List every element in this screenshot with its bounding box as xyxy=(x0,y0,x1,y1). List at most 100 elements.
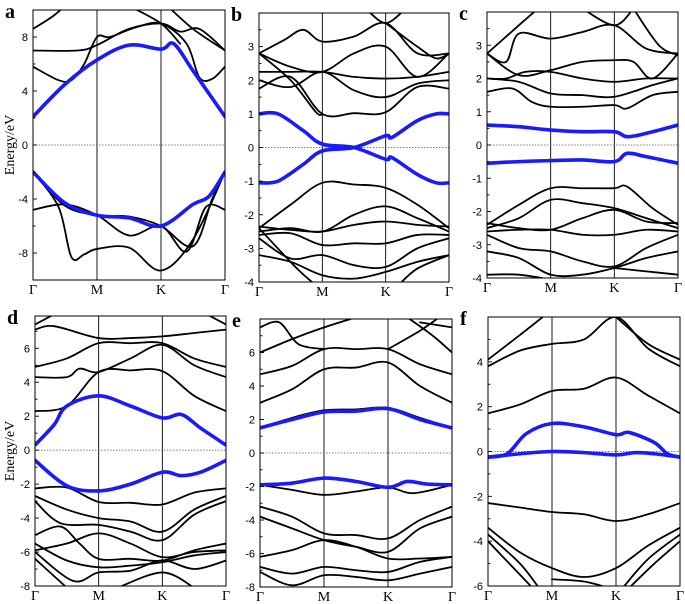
band-line xyxy=(259,231,449,247)
y-tick-label: 0 xyxy=(248,143,254,155)
band-line xyxy=(170,10,225,52)
band-line xyxy=(387,319,439,351)
y-tick-label: -6 xyxy=(20,547,30,559)
y-tick-label: 8 xyxy=(22,32,28,44)
x-tick-label-M: M xyxy=(91,283,104,298)
band-line xyxy=(33,10,62,30)
y-tick-label: -6 xyxy=(245,549,255,561)
band-line xyxy=(487,23,678,64)
y-tick-label: -4 xyxy=(18,194,28,206)
y-tick-label: 2 xyxy=(476,74,482,86)
band-line xyxy=(260,319,354,354)
y-tick-label: 3 xyxy=(248,42,254,54)
band-line xyxy=(260,347,452,376)
panel-label: b xyxy=(231,4,242,26)
band-line xyxy=(260,505,452,540)
band-line xyxy=(615,317,680,361)
panel-label: d xyxy=(7,307,18,329)
band-line xyxy=(487,250,678,278)
band-line xyxy=(35,542,226,569)
highlighted-band xyxy=(260,476,452,490)
panel-label: c xyxy=(459,3,468,25)
x-tick-label-K: K xyxy=(381,285,391,300)
band-line xyxy=(35,495,226,533)
y-tick-label: 2 xyxy=(24,411,30,423)
band-line xyxy=(487,12,536,55)
x-tick-label-Γ: Γ xyxy=(221,283,229,298)
band-line xyxy=(259,220,449,233)
panel-label: a xyxy=(5,1,15,23)
band-line xyxy=(634,12,678,57)
band-line xyxy=(488,533,539,586)
band-line xyxy=(35,557,67,586)
band-line xyxy=(119,571,194,586)
y-tick-label: -4 xyxy=(20,513,30,525)
y-tick-label: -8 xyxy=(18,248,28,260)
band-line xyxy=(259,21,449,57)
x-tick-label-M: M xyxy=(546,589,559,604)
band-line xyxy=(419,321,452,329)
y-tick-label: -1 xyxy=(244,176,254,188)
y-tick-label: -2 xyxy=(472,207,482,219)
band-line xyxy=(487,273,547,278)
x-tick-label-Γ: Γ xyxy=(676,589,684,604)
y-tick-label: 2 xyxy=(249,415,255,427)
y-tick-label: -1 xyxy=(472,173,482,185)
band-line xyxy=(208,316,226,326)
band-line xyxy=(488,502,680,522)
highlighted-band xyxy=(488,421,680,459)
y-tick-label: 4 xyxy=(22,86,28,98)
highlighted-band xyxy=(259,110,449,186)
band-line xyxy=(259,180,449,230)
band-line xyxy=(259,44,449,78)
panel-b: -4 -3 -2 -1 0 1 2 3 Γ M K Γb xyxy=(231,4,453,300)
y-tick-label: -8 xyxy=(20,581,30,593)
highlighted-band xyxy=(487,151,678,166)
band-line xyxy=(487,77,678,99)
x-tick-label-Γ: Γ xyxy=(483,281,491,296)
y-tick-label: 6 xyxy=(24,343,30,355)
band-line xyxy=(487,198,678,230)
band-line xyxy=(260,566,452,587)
panel-a: -8 -4 0 4 8 Γ M K Γa Energy/eV xyxy=(3,1,229,298)
band-line xyxy=(488,376,680,415)
band-line xyxy=(259,237,449,269)
y-tick-label: 4 xyxy=(477,357,483,369)
band-line xyxy=(35,325,226,340)
band-line xyxy=(488,526,680,578)
band-line xyxy=(35,532,226,559)
x-tick-label-M: M xyxy=(316,285,329,300)
band-line xyxy=(260,483,452,496)
y-axis-label: Energy/eV xyxy=(3,115,18,175)
band-line xyxy=(33,171,225,272)
band-line xyxy=(259,52,324,117)
panel-e: -8 -6 -4 -2 0 2 4 6 Γ M K Γe xyxy=(232,310,456,604)
x-tick-label-Γ: Γ xyxy=(484,589,492,604)
band-line xyxy=(623,533,680,586)
band-line xyxy=(487,208,678,232)
band-line xyxy=(35,316,53,326)
y-tick-label: 4 xyxy=(249,381,255,393)
panel-label: e xyxy=(232,310,241,332)
y-tick-label: -2 xyxy=(244,210,254,222)
band-line xyxy=(629,540,680,586)
y-tick-label: 4 xyxy=(24,377,30,389)
band-line xyxy=(259,205,449,233)
plot-frame xyxy=(34,315,227,587)
x-tick-label-Γ: Γ xyxy=(222,589,230,604)
band-line xyxy=(487,233,678,268)
x-tick-label-K: K xyxy=(609,281,619,296)
band-line xyxy=(488,317,680,368)
y-tick-label: -2 xyxy=(473,491,483,503)
band-line xyxy=(408,319,452,354)
panel-f: -6 -4 -2 0 2 4 Γ M K Γf xyxy=(460,308,684,604)
x-tick-label-Γ: Γ xyxy=(445,285,453,300)
band-line xyxy=(488,317,545,361)
y-tick-label: -4 xyxy=(472,273,482,285)
band-line xyxy=(35,343,226,379)
y-axis-label: Energy/eV xyxy=(3,421,18,481)
y-tick-label: 2 xyxy=(477,402,483,414)
y-tick-label: 0 xyxy=(22,140,28,152)
highlighted-band xyxy=(260,406,452,430)
